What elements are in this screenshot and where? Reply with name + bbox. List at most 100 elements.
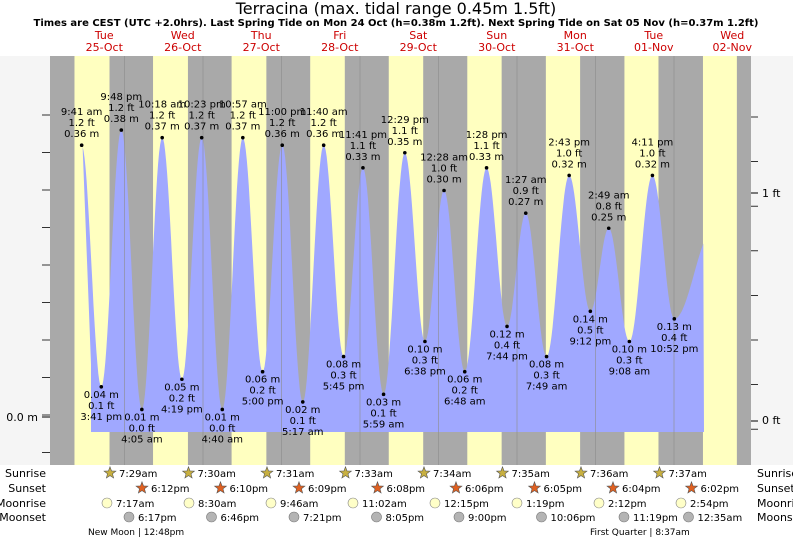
tide-label: 1.1 ft	[392, 126, 418, 137]
day-date: 25-Oct	[86, 41, 124, 54]
tide-point: 0.04 m0.1 ft3:41 pm	[80, 385, 122, 423]
tide-label: 0.3 ft	[616, 356, 642, 367]
y-label-meters: 0.0 m	[6, 411, 38, 424]
day-date: 28-Oct	[321, 41, 359, 54]
sunrise-icon	[260, 465, 274, 479]
tide-label: 4:19 pm	[161, 404, 203, 415]
tide-label: 6:48 am	[444, 397, 486, 408]
tide-label: 11:40 am	[300, 107, 348, 118]
tide-dot	[180, 377, 184, 382]
moonrise-time: 8:30am	[198, 499, 236, 510]
sunrise-icon	[338, 465, 353, 479]
moonrise-icon	[347, 497, 359, 509]
moonrise-time: 7:17am	[116, 499, 154, 510]
moonset-time: 6:46pm	[221, 513, 260, 524]
moonrise-time: 2:54pm	[690, 499, 729, 510]
moonset-icon	[288, 511, 300, 523]
day-name: Wed	[720, 29, 744, 42]
tide-label: 10:18 am	[138, 100, 186, 111]
tide-label: 1.2 ft	[189, 111, 215, 122]
chart-title: Terracina (max. tidal range 0.45m 1.5ft)	[235, 0, 557, 18]
tide-dot	[606, 226, 611, 231]
tide-point: 0.14 m0.5 ft9:12 pm	[569, 309, 611, 347]
tide-label: 5:59 am	[363, 419, 405, 430]
sunset-time: 6:06pm	[465, 484, 504, 495]
tide-label: 2:49 am	[588, 190, 630, 201]
tide-point: 4:11 pm1.0 ft0.32 m	[632, 137, 674, 178]
tide-label: 0.08 m	[326, 360, 361, 371]
row-label-left: Sunset	[8, 482, 46, 495]
tide-label: 0.14 m	[573, 314, 608, 325]
tide-label: 1.2 ft	[269, 118, 295, 129]
tide-label: 0.06 m	[447, 375, 482, 386]
tide-label: 0.37 m	[145, 122, 180, 133]
tide-label: 7:49 am	[526, 382, 568, 393]
day-name: Thu	[250, 29, 272, 42]
tide-label: 1.1 ft	[350, 141, 376, 152]
tide-dot	[119, 128, 124, 132]
sunset-icon	[213, 480, 228, 494]
tide-label: 0.36 m	[265, 129, 300, 140]
sun-moon-events: Sunrise Sunrise Sunset Sunset Moonrise Moonri…	[0, 465, 793, 538]
tide-label: 9:08 am	[609, 367, 651, 378]
moonrise-icon	[183, 497, 195, 509]
sunrise-icon	[495, 465, 510, 479]
daylight-band	[702, 56, 737, 465]
sunset-icon	[527, 480, 542, 494]
tide-dot	[567, 173, 571, 178]
chart-subtitle: Times are CEST (UTC +2.0hrs). Last Sprin…	[34, 18, 759, 29]
tide-point: 0.05 m0.2 ft4:19 pm	[161, 377, 203, 415]
sunset-time: 6:04pm	[622, 484, 661, 495]
tide-dot	[672, 317, 677, 321]
day-name: Sun	[486, 29, 507, 42]
tide-label: 10:23 pm	[178, 100, 226, 111]
row-label-left: Moonrise	[0, 497, 46, 510]
sunrise-time: 7:35am	[512, 469, 550, 480]
tide-label: 0.2 ft	[169, 393, 195, 404]
tide-label: 12:29 pm	[381, 115, 429, 126]
tide-label: 0.25 m	[591, 212, 626, 223]
tide-point: 11:40 am1.2 ft0.36 m	[300, 107, 348, 147]
tide-label: 0.27 m	[508, 197, 543, 208]
moon-phase-label: First Quarter | 8:37am	[590, 528, 690, 538]
tide-label: 0.32 m	[552, 159, 587, 170]
tide-dot	[523, 211, 528, 215]
tide-label: 0.2 ft	[249, 386, 275, 397]
tide-label: 0.30 m	[426, 175, 461, 186]
tide-label: 4:40 am	[202, 434, 244, 445]
tide-label: 0.3 ft	[330, 371, 356, 382]
sunrise-time: 7:37am	[669, 469, 707, 480]
moonrise-icon	[265, 497, 277, 509]
day-date: 30-Oct	[478, 41, 516, 54]
tide-label: 1.2 ft	[230, 111, 256, 122]
tide-label: 4:11 pm	[632, 137, 674, 148]
tide-label: 0.2 ft	[452, 386, 478, 397]
tide-label: 1:27 am	[505, 175, 547, 186]
tide-point: 10:57 am1.2 ft0.37 m	[219, 100, 267, 140]
y-label-feet: 1 ft	[762, 187, 781, 200]
tide-label: 0.12 m	[489, 329, 524, 340]
day-date: 01-Nov	[634, 41, 674, 54]
right-axis-panel	[751, 56, 793, 465]
tide-point: 12:28 am1.0 ft0.30 m	[420, 153, 468, 193]
sunrise-icon	[417, 465, 431, 479]
tide-label: 0.33 m	[469, 152, 504, 163]
tide-dot	[160, 135, 164, 140]
day-date: 31-Oct	[557, 41, 595, 54]
tide-label: 0.36 m	[306, 129, 341, 140]
tide-dot	[588, 309, 593, 314]
tide-label: 1.0 ft	[556, 148, 582, 159]
moonset-icon	[618, 511, 630, 523]
tide-label: 5:17 am	[282, 427, 324, 438]
row-label-left: Sunrise	[5, 467, 46, 480]
moonset-time: 11:19pm	[633, 513, 678, 524]
tide-label: 0.04 m	[84, 390, 119, 401]
moonrise-icon	[511, 497, 523, 509]
moonset-time: 8:05pm	[386, 513, 425, 524]
tide-point: 0.03 m0.1 ft5:59 am	[363, 392, 405, 430]
tide-label: 0.3 ft	[412, 356, 438, 367]
sunset-time: 6:08pm	[387, 484, 426, 495]
tide-label: 0.33 m	[345, 152, 380, 163]
tide-label: 0.38 m	[104, 114, 139, 125]
